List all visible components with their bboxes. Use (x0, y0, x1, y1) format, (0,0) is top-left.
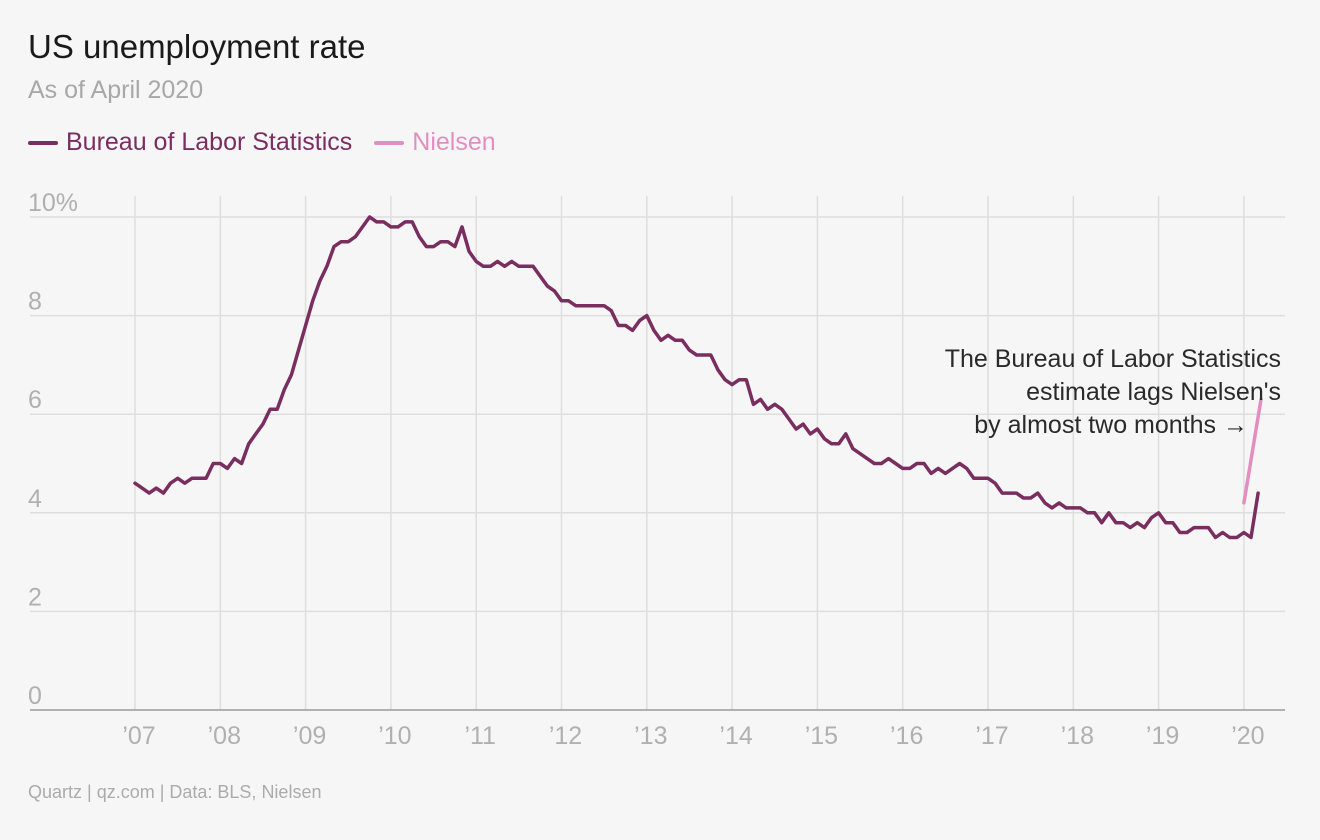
source-credit: Quartz | qz.com | Data: BLS, Nielsen (28, 782, 322, 802)
x-tick-label: ’20 (1231, 722, 1264, 750)
x-tick-label: ’19 (1146, 722, 1179, 750)
x-tick-label: ’18 (1061, 722, 1094, 750)
legend-item-bls: Bureau of Labor Statistics (28, 128, 352, 157)
annotation-line: The Bureau of Labor Statistics (945, 345, 1281, 373)
legend-label-bls: Bureau of Labor Statistics (66, 128, 353, 156)
y-tick-label: 6 (28, 386, 42, 414)
annotation-line: by almost two months → (974, 411, 1248, 439)
x-tick-label: ’10 (378, 722, 411, 750)
x-tick-label: ’07 (122, 722, 155, 750)
legend-label-nielsen: Nielsen (412, 128, 496, 156)
axes: 0 2 4 6 8 10% ’07 ’08 ’09 ’10 ’11 ’12 ’13 ’14 ’15 ’16 ’1… (28, 189, 1285, 750)
x-tick-label: ’17 (975, 722, 1008, 750)
x-tick-label: ’15 (805, 722, 838, 750)
x-tick-label: ’14 (719, 722, 752, 750)
legend-swatch-bls (28, 140, 58, 145)
legend-item-nielsen: Nielsen (374, 128, 496, 157)
annotation-line: estimate lags Nielsen's (1026, 378, 1281, 406)
x-tick-label: ’09 (293, 722, 326, 750)
series-line-bls (133, 215, 1260, 540)
chart-title: US unemployment rate (28, 28, 366, 65)
legend-swatch-nielsen (374, 140, 405, 145)
x-tick-label: ’16 (890, 722, 923, 750)
annotation: The Bureau of Labor Statistics estimate l… (945, 345, 1281, 439)
series-line-nielsen (1242, 397, 1263, 505)
y-tick-label: 2 (28, 583, 42, 611)
x-tick-label: ’12 (549, 722, 582, 750)
chart-subtitle: As of April 2020 (28, 76, 204, 104)
series (133, 215, 1263, 540)
grid (30, 196, 1285, 710)
x-tick-label: ’08 (208, 722, 241, 750)
x-tick-label: ’13 (634, 722, 667, 750)
legend: Bureau of Labor Statistics Nielsen (28, 128, 518, 157)
y-tick-label: 8 (28, 288, 42, 316)
y-tick-label: 0 (28, 682, 42, 710)
y-tick-label: 10% (28, 189, 78, 217)
y-tick-label: 4 (28, 485, 42, 513)
x-tick-label: ’11 (464, 722, 496, 750)
